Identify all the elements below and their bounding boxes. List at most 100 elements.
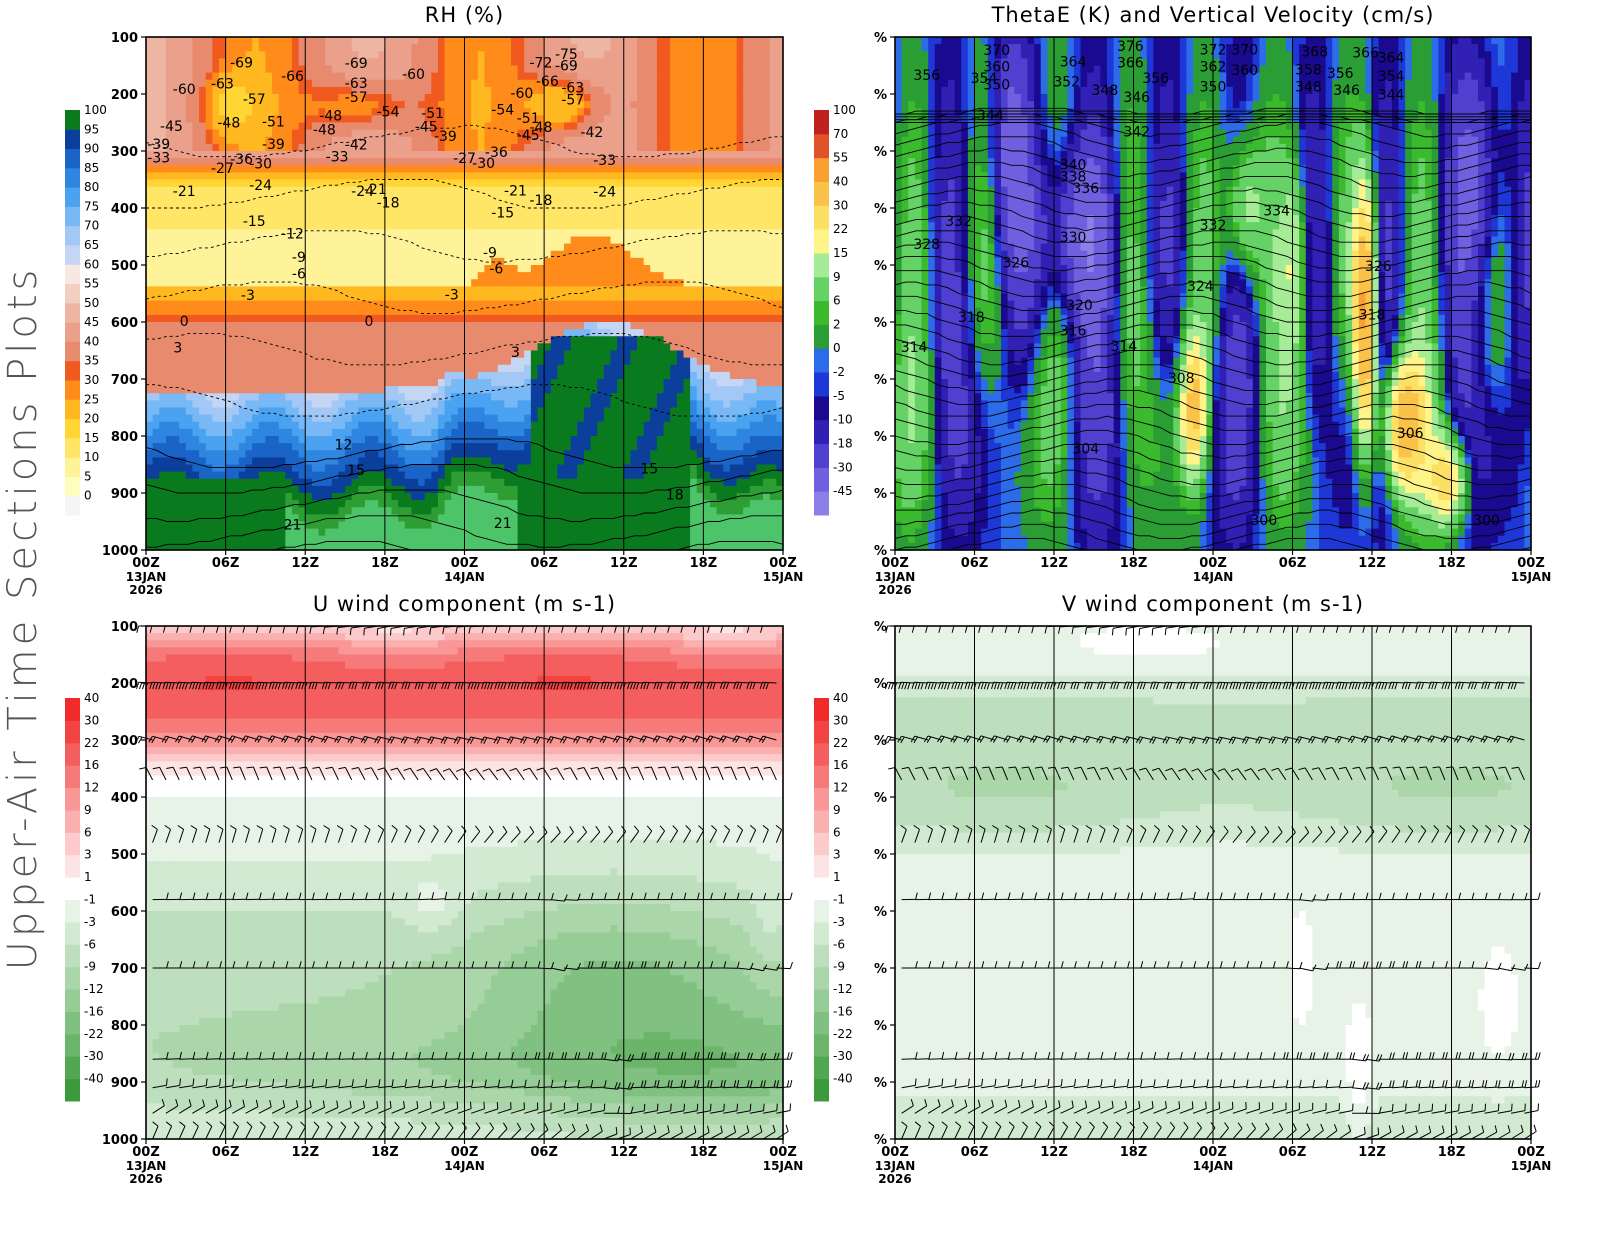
rh-cell [385,44,392,52]
rh-cell [471,87,478,95]
rh-cell [465,87,472,95]
rh-cell [584,58,591,66]
rh-cell [657,137,664,145]
rh-cell [737,94,744,102]
rh-cell [737,108,744,116]
rh-cell [206,108,213,116]
rh-cell [491,37,498,45]
rh-cell [604,144,611,152]
rh-cell [425,58,432,66]
rh-cell [445,87,452,95]
rh-cell [425,37,432,45]
rh-cell [345,130,352,138]
rh-cell [392,66,399,74]
rh-cell [624,130,631,138]
rh-cell [411,151,418,159]
rh-cell [186,37,193,45]
rh-cell [703,108,710,116]
rh-cell [365,108,372,116]
rh-cell [644,144,651,152]
rh-cell [465,101,472,109]
rh-cell [624,87,631,95]
rh-cell [650,44,657,52]
rh-cell [305,151,312,159]
rh-cell [471,66,478,74]
rh-cell [206,44,213,52]
rh-cell [199,130,206,138]
rh-cell [173,101,180,109]
rh-cell [319,37,326,45]
rh-cell [664,144,671,152]
rh-cell [743,101,750,109]
rh-cell [551,101,558,109]
rh-cell [226,144,233,152]
rh-cell [192,115,199,123]
rh-cell [232,37,239,45]
rh-cell [604,123,611,131]
rh-cell [670,130,677,138]
rh-cell [385,137,392,145]
rh-cell [737,115,744,123]
rh-cell [657,130,664,138]
rh-cell [418,87,425,95]
rh-cell [418,37,425,45]
rh-cell [710,66,717,74]
rh-cell [690,87,697,95]
rh-cell [392,151,399,159]
rh-cell [305,58,312,66]
rh-cell [750,94,757,102]
rh-cell [657,115,664,123]
rh-cell [710,51,717,59]
rh-cell [690,108,697,116]
rh-cell [624,115,631,123]
rh-cell [664,115,671,123]
rh-cell [212,144,219,152]
rh-cell [146,108,153,116]
rh-cell [153,73,160,81]
rh-cell [186,58,193,66]
rh-cell [491,123,498,131]
rh-cell [372,94,379,102]
rh-cell [199,94,206,102]
rh-cell [179,58,186,66]
rh-cell [246,80,253,88]
rh-cell [192,44,199,52]
rh-cell [544,44,551,52]
rh-cell [272,87,279,95]
rh-cell [332,80,339,88]
rh-cell [445,44,452,52]
rh-cell [153,123,160,131]
rh-cell [703,37,710,45]
rh-cell [664,94,671,102]
rh-cell [465,123,472,131]
rh-cell [372,73,379,81]
rh-cell [166,108,173,116]
rh-cell [511,66,518,74]
rh-cell [683,123,690,131]
rh-cell [770,144,777,152]
rh-cell [723,80,730,88]
rh-cell [584,80,591,88]
rh-cell [352,123,359,131]
rh-cell [425,80,432,88]
rh-cell [246,108,253,116]
rh-cell [312,58,319,66]
rh-cell [484,87,491,95]
rh-cell [411,44,418,52]
rh-cell [445,37,452,45]
rh-cell [265,66,272,74]
rh-cell [418,137,425,145]
rh-cell [577,144,584,152]
rh-cell [285,94,292,102]
rh-cell [703,51,710,59]
rh-cell [199,66,206,74]
rh-cell [166,51,173,59]
rh-cell [292,87,299,95]
rh-cell [511,37,518,45]
rh-cell [690,144,697,152]
rh-cell [670,137,677,145]
rh-cell [431,73,438,81]
rh-cell [670,80,677,88]
rh-cell [199,115,206,123]
rh-cell [272,51,279,59]
